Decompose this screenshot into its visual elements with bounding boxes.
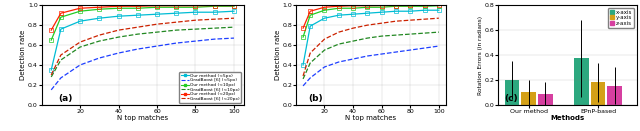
X-axis label: N top matches: N top matches — [117, 115, 168, 121]
Text: (c): (c) — [504, 94, 518, 103]
Bar — [538, 94, 553, 105]
Bar — [505, 80, 520, 105]
Bar — [574, 58, 589, 105]
Bar — [522, 92, 536, 105]
Bar — [607, 86, 622, 105]
Y-axis label: Detection rate: Detection rate — [20, 30, 26, 80]
Text: (b): (b) — [308, 94, 323, 103]
Text: (a): (a) — [58, 94, 72, 103]
X-axis label: Methods: Methods — [550, 115, 585, 121]
Y-axis label: Detection rate: Detection rate — [275, 30, 281, 80]
Legend: Our method (<5px), GradBoost [6] (<5px), Our method (<10px), GradBoost [6] (<10p: Our method (<5px), GradBoost [6] (<5px),… — [179, 72, 241, 103]
Bar — [591, 82, 605, 105]
X-axis label: N top matches: N top matches — [346, 115, 397, 121]
Y-axis label: Rotation Errors (in radians): Rotation Errors (in radians) — [478, 15, 483, 95]
Legend: x-axis, y-axis, z-axis: x-axis, y-axis, z-axis — [608, 8, 634, 28]
